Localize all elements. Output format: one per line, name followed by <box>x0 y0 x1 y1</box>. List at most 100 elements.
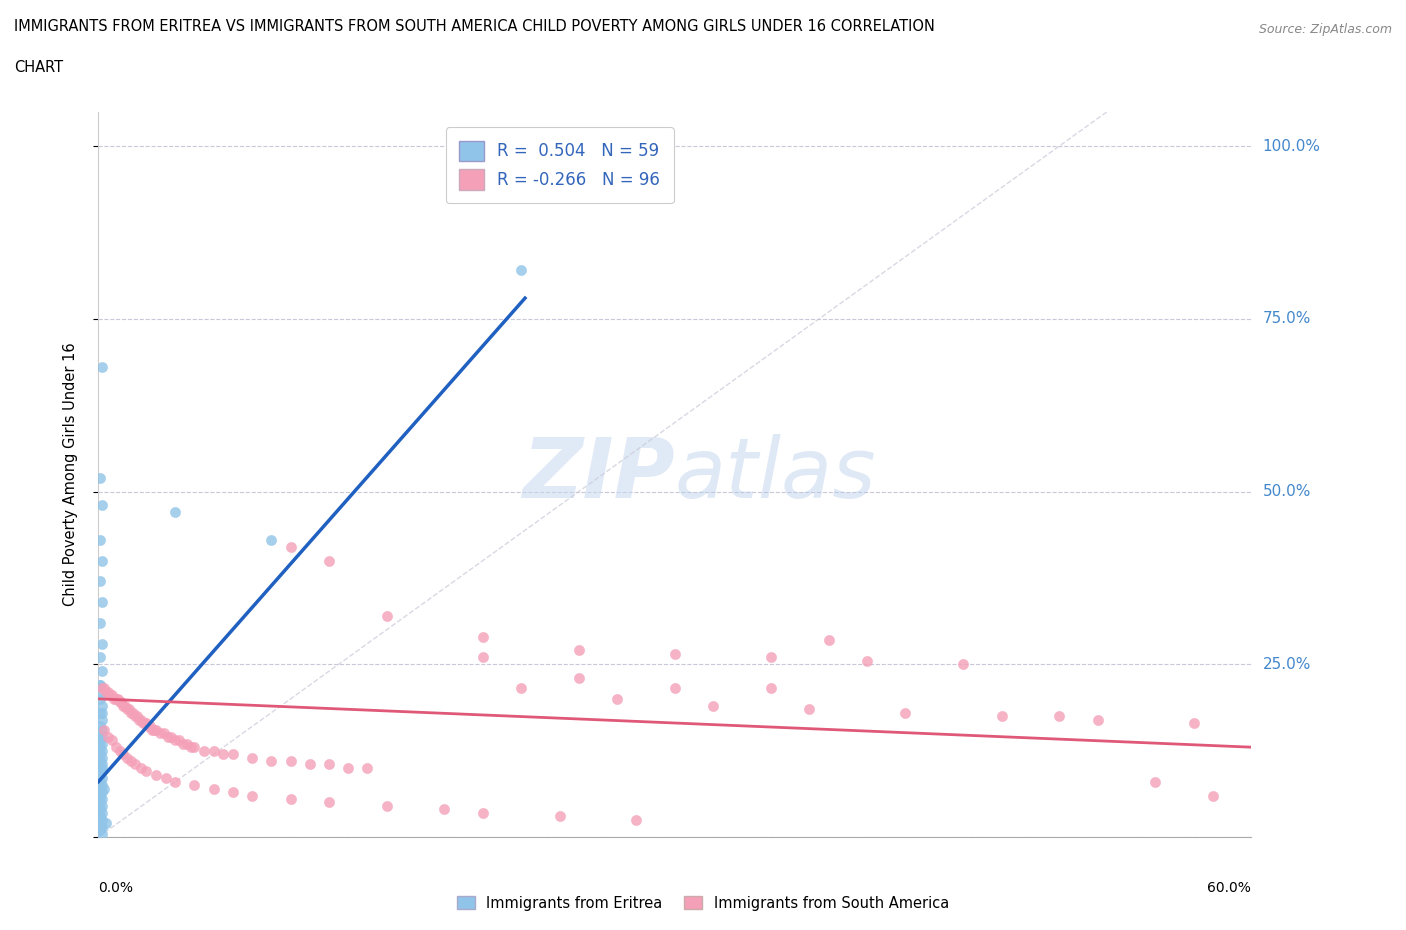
Point <box>91 698 114 713</box>
Point <box>260 753 283 768</box>
Point <box>91 777 114 792</box>
Point <box>125 709 148 724</box>
Text: 60.0%: 60.0% <box>1208 881 1251 895</box>
Point <box>89 678 111 693</box>
Text: ZIP: ZIP <box>522 433 675 515</box>
Point <box>1182 715 1205 730</box>
Point <box>117 751 138 765</box>
Point <box>91 684 114 699</box>
Point <box>124 709 146 724</box>
Point <box>1087 712 1109 727</box>
Point <box>89 753 111 768</box>
Point <box>91 664 114 679</box>
Point <box>104 691 127 706</box>
Text: atlas: atlas <box>675 433 876 515</box>
Point <box>433 802 456 817</box>
Point <box>180 739 202 754</box>
Point <box>202 781 225 796</box>
Point <box>183 777 205 792</box>
Point <box>91 737 114 751</box>
Point <box>1144 775 1167 790</box>
Point <box>101 733 124 748</box>
Point <box>89 802 111 817</box>
Point <box>89 574 111 589</box>
Point <box>91 681 114 696</box>
Point <box>212 747 235 762</box>
Point <box>172 737 194 751</box>
Text: 0.0%: 0.0% <box>98 881 134 895</box>
Point <box>471 650 494 665</box>
Point <box>112 698 135 713</box>
Point <box>856 654 879 669</box>
Point <box>318 795 340 810</box>
Point <box>510 263 533 278</box>
Point <box>89 471 111 485</box>
Point <box>91 360 114 375</box>
Legend: R =  0.504   N = 59, R = -0.266   N = 96: R = 0.504 N = 59, R = -0.266 N = 96 <box>446 127 673 203</box>
Point <box>222 747 245 762</box>
Point <box>89 678 111 693</box>
Point <box>89 761 111 776</box>
Point <box>1047 709 1070 724</box>
Point <box>135 715 157 730</box>
Point <box>356 761 378 776</box>
Point <box>160 729 183 744</box>
Point <box>138 719 160 734</box>
Point <box>89 823 111 838</box>
Point <box>89 733 111 748</box>
Point <box>91 791 114 806</box>
Text: IMMIGRANTS FROM ERITREA VS IMMIGRANTS FROM SOUTH AMERICA CHILD POVERTY AMONG GIR: IMMIGRANTS FROM ERITREA VS IMMIGRANTS FR… <box>14 19 935 33</box>
Point <box>91 743 114 758</box>
Point <box>91 785 114 800</box>
Point <box>110 695 132 710</box>
Point <box>91 723 114 737</box>
Point <box>91 757 114 772</box>
Point <box>89 809 111 824</box>
Point <box>280 791 302 806</box>
Point <box>108 743 131 758</box>
Point <box>202 743 225 758</box>
Text: 100.0%: 100.0% <box>1263 139 1320 153</box>
Point <box>91 729 114 744</box>
Point <box>145 767 167 782</box>
Point <box>91 498 114 512</box>
Text: CHART: CHART <box>14 60 63 75</box>
Point <box>93 781 115 796</box>
Point <box>120 753 142 768</box>
Point <box>89 788 111 803</box>
Point <box>89 795 111 810</box>
Point <box>89 691 111 706</box>
Point <box>664 681 686 696</box>
Point <box>664 646 686 661</box>
Point <box>94 684 117 699</box>
Point <box>91 764 114 778</box>
Point <box>135 764 157 778</box>
Point <box>124 757 146 772</box>
Point <box>817 632 839 647</box>
Point <box>91 705 114 720</box>
Point <box>91 761 114 776</box>
Point <box>93 681 115 696</box>
Point <box>89 719 111 734</box>
Point <box>89 739 111 754</box>
Point <box>97 684 120 699</box>
Point <box>240 751 263 765</box>
Point <box>89 781 111 796</box>
Text: 75.0%: 75.0% <box>1263 312 1310 326</box>
Point <box>91 594 114 609</box>
Point <box>89 802 111 817</box>
Legend: Immigrants from Eritrea, Immigrants from South America: Immigrants from Eritrea, Immigrants from… <box>450 888 956 918</box>
Point <box>149 726 172 741</box>
Point <box>98 688 121 703</box>
Point <box>167 733 190 748</box>
Point <box>120 705 142 720</box>
Point <box>91 553 114 568</box>
Point <box>91 771 114 786</box>
Point <box>139 719 162 734</box>
Point <box>112 747 135 762</box>
Point <box>122 705 145 720</box>
Point <box>375 799 398 814</box>
Point <box>548 809 571 824</box>
Point <box>183 739 205 754</box>
Point <box>89 816 111 830</box>
